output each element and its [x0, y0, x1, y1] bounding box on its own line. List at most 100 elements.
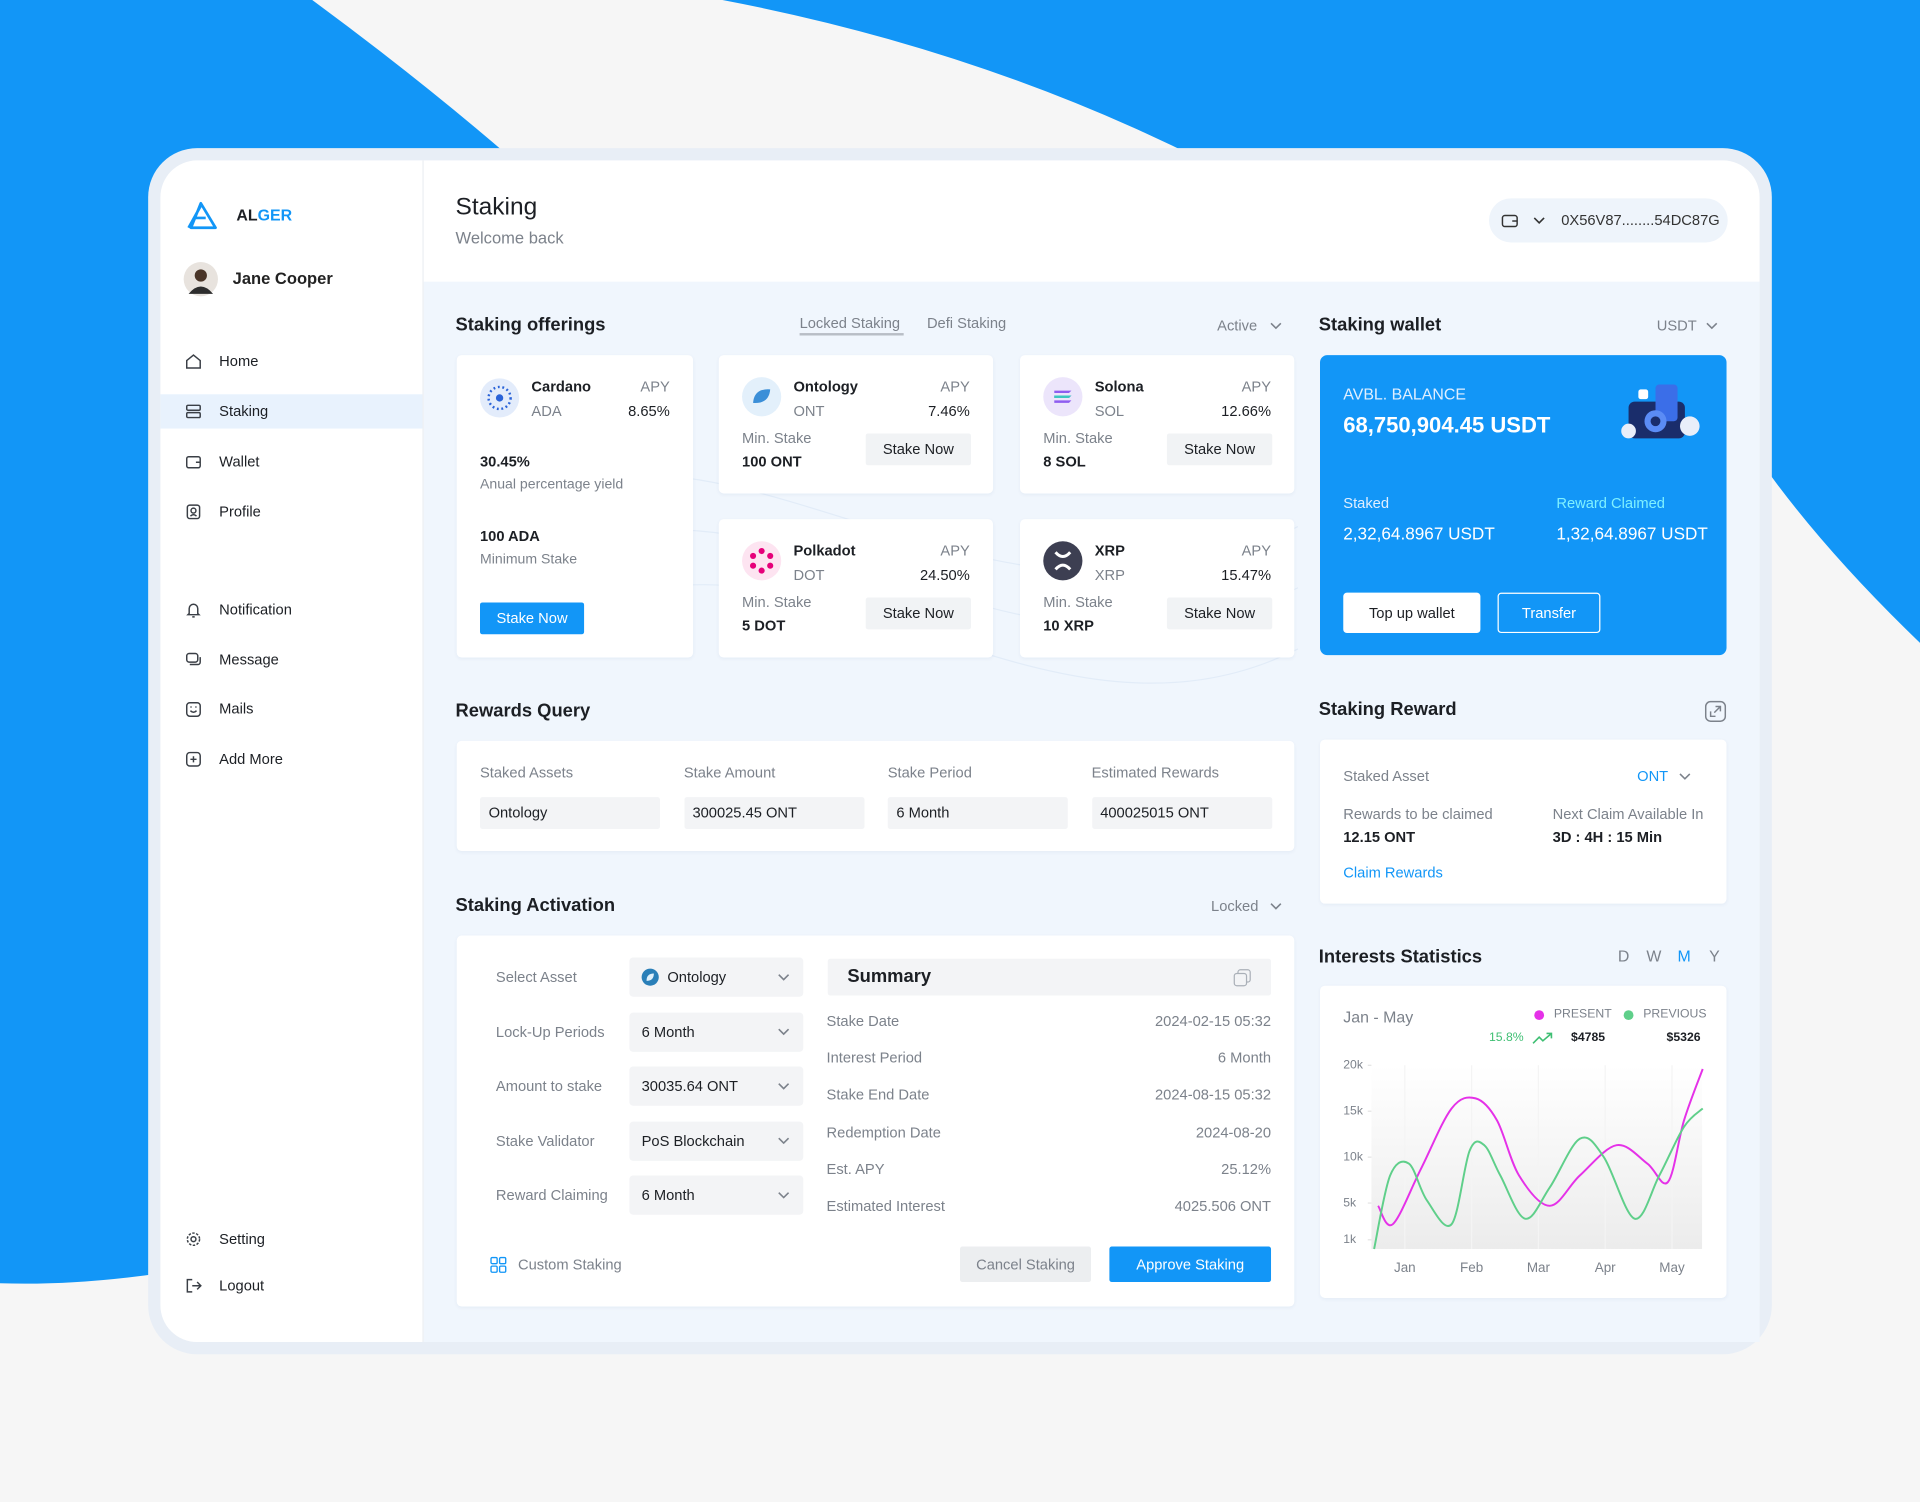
min-stake: 5 DOT [742, 616, 786, 635]
field-value: 400025015 ONT [1100, 804, 1209, 822]
legend-dot [1534, 1010, 1545, 1020]
summary-label: Stake End Date [826, 1086, 930, 1104]
period-tab[interactable]: M [1677, 946, 1691, 966]
filter[interactable]: Active [1217, 316, 1258, 335]
field-input [1091, 797, 1272, 829]
select-value[interactable]: PoS Blockchain [641, 1131, 745, 1149]
custom-staking[interactable]: Custom Staking [517, 1256, 622, 1274]
min-stake: 100 ADA [480, 527, 540, 545]
reward-card [1320, 739, 1727, 904]
stake-button[interactable] [865, 597, 972, 630]
select[interactable] [629, 1121, 804, 1161]
select-value[interactable]: Ontology [667, 968, 727, 986]
coin-name: Cardano [531, 378, 592, 396]
claim-link[interactable]: Claim Rewards [1343, 864, 1443, 882]
select[interactable] [629, 1012, 804, 1052]
min-stake: 10 XRP [1043, 616, 1094, 635]
nav-item[interactable]: Setting [219, 1230, 265, 1248]
coin-name: Polkadot [793, 542, 856, 560]
yield: 30.45% [480, 452, 530, 470]
transfer-button[interactable] [1497, 592, 1601, 634]
min-stake-label: Min. Stake [1043, 593, 1113, 611]
min-stake: 100 ONT [742, 452, 802, 470]
summary-label: Est. APY [826, 1160, 885, 1178]
wallet-pill[interactable] [1488, 198, 1728, 243]
currency-select[interactable]: USDT [1656, 316, 1697, 335]
wallet-address: 0X56V87........54DC87G [1561, 211, 1720, 229]
coin-symbol: XRP [1094, 566, 1125, 584]
select[interactable] [629, 1066, 804, 1106]
asset-select[interactable]: ONT [1637, 767, 1669, 785]
stake-button-label[interactable]: Stake Now [496, 609, 568, 627]
apy-value: 8.65% [628, 402, 670, 420]
min-stake-label: Min. Stake [742, 429, 812, 447]
stake-button[interactable] [865, 433, 972, 466]
period-tab[interactable]: D [1617, 946, 1630, 966]
nav-item[interactable]: Staking [219, 402, 269, 420]
select-value[interactable]: 6 Month [641, 1186, 695, 1204]
stake-button[interactable] [1166, 433, 1273, 466]
nav-item[interactable]: Home [219, 352, 259, 370]
topup-label[interactable]: Top up wallet [1368, 604, 1455, 622]
cancel-button[interactable] [960, 1246, 1092, 1283]
apy-label: APY [1241, 542, 1272, 560]
apy-label: APY [1241, 378, 1272, 396]
summary-value: 2024-08-20 [1195, 1123, 1272, 1141]
change: 15.8% [1488, 1031, 1524, 1045]
stake-button-label[interactable]: Stake Now [882, 440, 954, 458]
nav-item[interactable]: Notification [219, 600, 292, 619]
tab[interactable]: Locked Staking [799, 314, 901, 332]
min-stake-label: Min. Stake [1043, 429, 1113, 447]
stake-button[interactable] [1166, 597, 1273, 630]
summary-label: Stake Date [826, 1012, 900, 1030]
filter[interactable]: Locked [1211, 897, 1259, 915]
summary-value: 2024-08-15 05:32 [1155, 1086, 1272, 1104]
summary-title: Summary [847, 966, 932, 987]
summary-head [827, 958, 1272, 996]
stake-button-label[interactable]: Stake Now [1184, 440, 1256, 458]
section-title: Staking Reward [1318, 699, 1457, 720]
stake-button[interactable] [480, 602, 585, 635]
topup-button[interactable] [1343, 592, 1481, 634]
offer-card [1020, 355, 1295, 494]
stake-button-label[interactable]: Stake Now [882, 604, 954, 622]
field-value: Ontology [488, 804, 548, 822]
period-tab[interactable]: Y [1709, 946, 1720, 966]
tab-underline [799, 333, 904, 336]
select-value[interactable]: 6 Month [641, 1022, 695, 1040]
nav-item[interactable]: Profile [219, 503, 261, 521]
offer-card [1020, 519, 1295, 658]
coin-symbol: ONT [793, 402, 825, 420]
nav-item[interactable]: Mails [219, 700, 254, 718]
transfer-label[interactable]: Transfer [1521, 604, 1577, 622]
field-input [887, 797, 1068, 829]
nav-item[interactable]: Logout [219, 1276, 265, 1295]
select-value[interactable]: 30035.64 ONT [641, 1077, 739, 1095]
tab[interactable]: Defi Staking [926, 314, 1007, 332]
brand-prefix: AL [236, 205, 258, 225]
summary-label: Interest Period [826, 1049, 923, 1067]
section-title: Staking Activation [455, 895, 616, 916]
coin-symbol: DOT [793, 566, 825, 584]
field-value: 6 Month [896, 804, 950, 822]
nav-item[interactable]: Wallet [219, 452, 260, 470]
apy-value: 15.47% [1221, 566, 1272, 584]
page-title: Staking [455, 193, 538, 221]
period-tab[interactable]: W [1646, 946, 1662, 966]
approve-button[interactable] [1109, 1246, 1272, 1283]
nav-item[interactable]: Add More [219, 750, 283, 768]
summary-value: 4025.506 ONT [1174, 1197, 1272, 1215]
legend-label: PREVIOUS [1643, 1007, 1707, 1022]
cancel-label[interactable]: Cancel Staking [976, 1255, 1075, 1273]
nav-item[interactable]: Message [219, 650, 279, 668]
staked-label: Staked [1343, 494, 1390, 512]
field-label: Estimated Rewards [1091, 763, 1220, 781]
stake-button-label[interactable]: Stake Now [1184, 604, 1256, 622]
apy-value: 24.50% [919, 566, 970, 584]
field-label: Amount to stake [495, 1077, 603, 1095]
legend-dot [1623, 1010, 1634, 1020]
select[interactable] [629, 1175, 804, 1215]
approve-label[interactable]: Approve Staking [1136, 1255, 1245, 1273]
